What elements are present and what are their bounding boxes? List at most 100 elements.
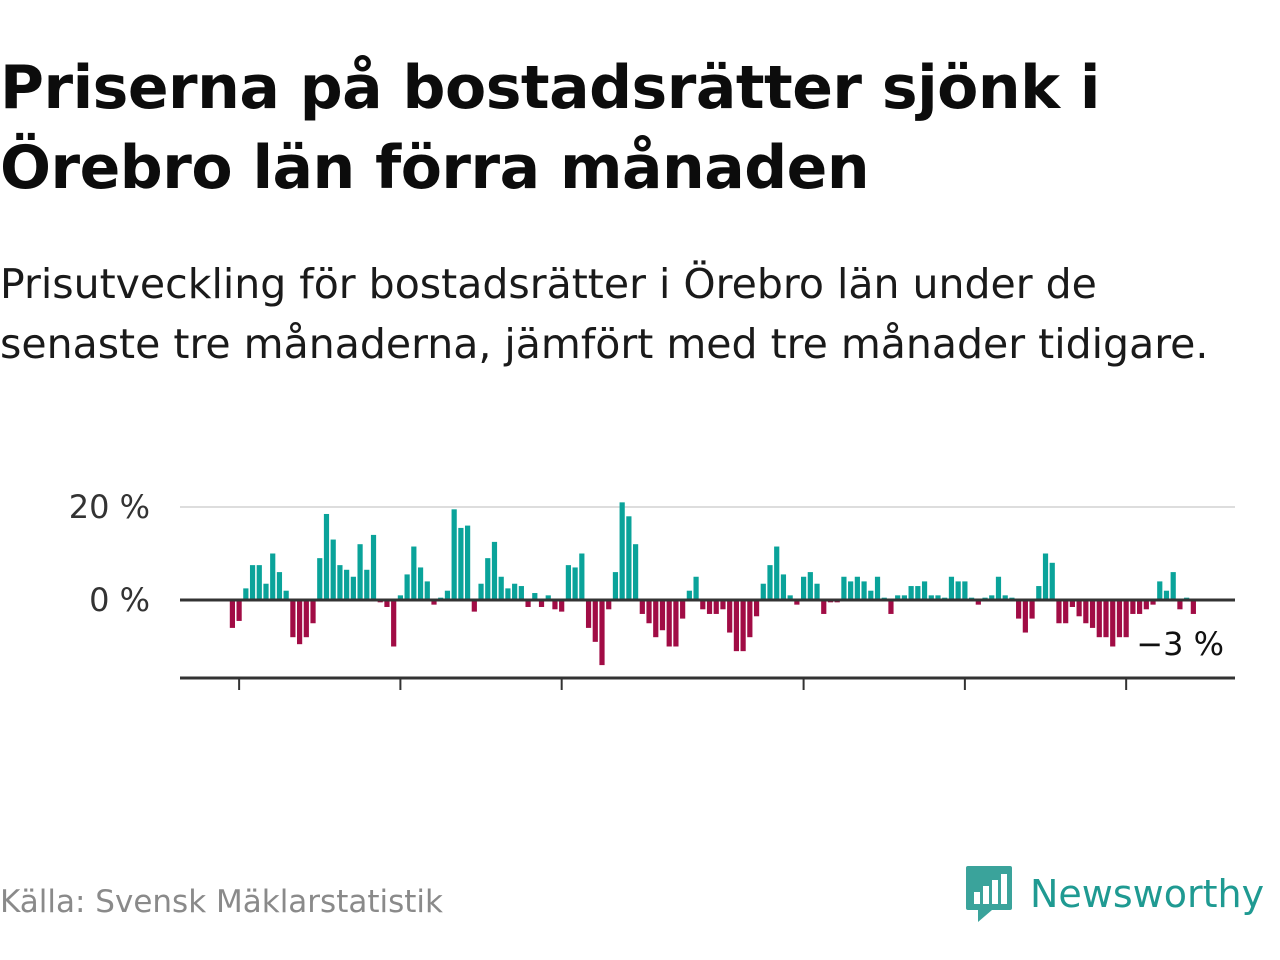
bar [565,565,571,601]
bar [370,534,377,600]
bar [841,576,847,600]
bar [323,513,330,600]
bar [538,600,545,607]
bar [868,590,874,600]
bar [693,576,699,600]
bar [1110,600,1116,647]
bar [619,502,625,600]
bar [646,600,652,624]
bar [585,600,592,628]
bar [1076,600,1082,617]
bar [1022,600,1028,633]
bar [1096,600,1102,638]
bar [955,581,961,600]
bar [633,544,639,600]
bar [559,600,565,612]
bar [1002,595,1008,600]
bar [357,544,363,600]
x-tick-label: 2016 [521,704,602,710]
bar [451,509,457,600]
bar [639,600,645,614]
bar [229,600,235,628]
bar [518,586,524,600]
bar [801,576,807,600]
bar [404,574,410,600]
bar [1163,590,1170,600]
bar [666,600,672,647]
bar [337,565,343,601]
bar [901,595,907,600]
source-note: Källa: Svensk Mäklarstatistik [0,884,443,920]
bar [1130,600,1136,614]
bar [572,567,578,600]
bar [1137,600,1143,614]
bar [787,595,793,600]
bar [270,553,276,600]
bar [814,583,820,600]
bar [444,590,451,600]
bar [478,583,484,600]
bar [854,576,860,600]
bar [767,565,773,601]
bar [505,588,511,601]
bar [310,600,316,624]
bar [417,567,424,600]
x-axis-ticks: 2012 2014 2016 2019 2021 2023 [198,678,1167,710]
bar [465,525,471,600]
bar [774,546,780,601]
bar [263,583,269,600]
bar [747,600,753,638]
bar [1042,553,1049,600]
bar [364,569,370,601]
bar [874,576,881,600]
bar [821,600,827,614]
bar [794,600,800,605]
bar [424,581,430,600]
bar [1116,600,1123,638]
bar [411,546,417,601]
bar [471,600,477,612]
bar [592,600,598,642]
bar [290,600,296,638]
x-tick-label: 2023 [1085,704,1166,710]
bar [612,572,619,600]
bar [673,600,679,647]
bar [1143,600,1149,610]
bar [1157,581,1163,600]
bar [753,600,760,617]
bar [525,600,531,607]
bar [807,572,813,600]
bar [1069,600,1075,607]
x-tick-label: 2014 [360,704,441,710]
bar [706,600,713,614]
bar [317,558,323,600]
bar [458,527,464,600]
bar [975,600,981,605]
bar [733,600,739,652]
x-tick-label: 2012 [198,704,279,710]
last-value-label: −3 % [1136,625,1224,663]
bar [928,595,934,600]
bar [948,576,955,600]
bar [391,600,397,647]
brand-logo[interactable]: Newsworthy [964,862,1264,926]
bar [686,590,692,600]
newsworthy-logo-icon [966,866,1012,922]
bar [659,600,666,631]
bar [680,600,686,619]
bar [713,600,719,614]
bar [256,565,262,601]
bar [552,600,558,610]
bar [485,558,491,600]
y-tick-label: 20 % [69,488,150,526]
x-tick-label: 2021 [924,704,1005,710]
bar [780,574,787,600]
bar [1103,600,1109,638]
bar [915,586,921,600]
bar [1150,600,1156,605]
bar [1036,586,1042,600]
bar [397,595,403,600]
bar [1089,600,1096,628]
bar [491,541,498,601]
bar-chart: 20 % 0 % 2012 2014 2016 2019 2021 2023 −3 % [69,488,1235,710]
